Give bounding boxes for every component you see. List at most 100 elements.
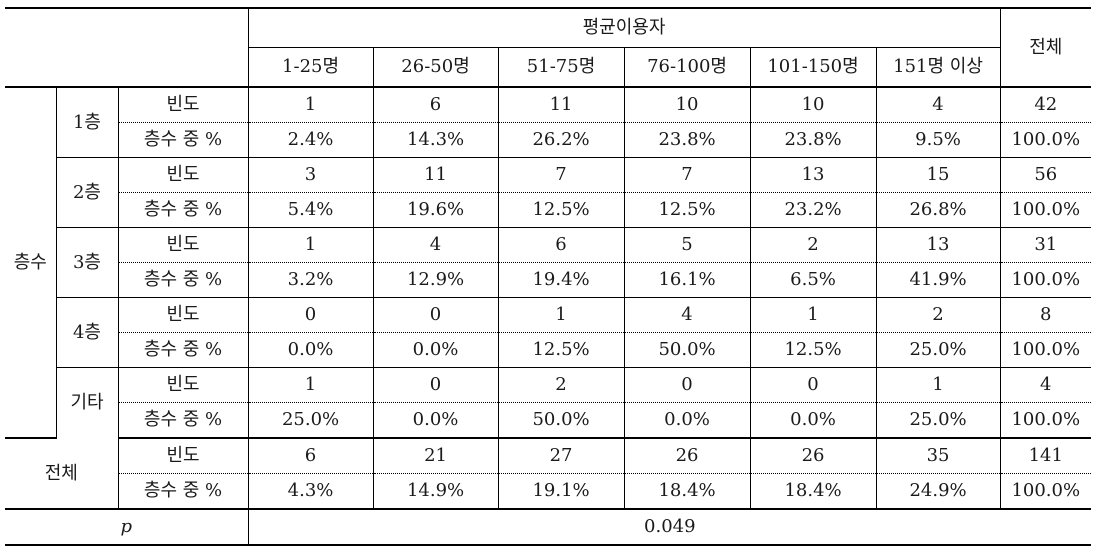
freq-cell: 1	[247, 227, 374, 263]
freq-row: 기타 빈도 1 0 2 0 0 1 4	[5, 367, 1092, 438]
pct-cell: 24.9%	[875, 473, 1001, 510]
freq-cell: 0	[247, 297, 374, 333]
freq-cell: 4	[875, 87, 1001, 123]
pct-cell: 12.5%	[749, 332, 877, 368]
pct-cell: 19.4%	[497, 262, 625, 298]
pct-cell: 100.0%	[999, 332, 1092, 368]
freq-cell: 7	[623, 157, 751, 193]
freq-cell: 2	[875, 297, 1001, 333]
pct-cell: 100.0%	[999, 262, 1092, 298]
pct-row: 층수 중 % 0.0% 0.0% 12.5% 50.0% 12.5% 25.0% 100.0%	[5, 332, 1092, 368]
pct-row: 층수 중 % 5.4% 19.6% 12.5% 12.5% 23.2% 26.8% 100.0…	[5, 192, 1092, 228]
pct-cell: 50.0%	[623, 332, 751, 368]
freq-cell: 56	[999, 157, 1092, 193]
pct-cell: 12.9%	[372, 262, 499, 298]
floor-label: 기타	[55, 367, 118, 438]
pct-cell: 12.5%	[497, 192, 625, 228]
freq-cell: 11	[372, 157, 499, 193]
header-col: 51-75명	[497, 47, 625, 88]
freq-cell: 1	[875, 367, 1001, 403]
pct-row: 층수 중 % 3.2% 12.9% 19.4% 16.1% 6.5% 41.9% 100.0%	[5, 262, 1092, 298]
freq-cell: 13	[749, 157, 877, 193]
metric-label: 층수 중 %	[117, 122, 249, 158]
freq-cell: 0	[749, 367, 877, 403]
pct-cell: 100.0%	[999, 192, 1092, 228]
crosstab-table: 평균이용자 전체 1-25명 26-50명 51-75명 76-100명 101…	[5, 7, 1092, 546]
freq-cell: 27	[497, 438, 625, 474]
header-total-label: 전체	[999, 7, 1092, 88]
floor-label: 4층	[55, 297, 118, 368]
freq-row: 3층 빈도 1 4 6 5 2 13 31	[5, 227, 1092, 298]
pct-cell: 23.8%	[623, 122, 751, 158]
floor-label: 3층	[55, 227, 118, 298]
freq-cell: 2	[749, 227, 877, 263]
pct-cell: 23.2%	[749, 192, 877, 228]
header-col: 151명 이상	[875, 47, 1001, 88]
freq-cell: 141	[999, 438, 1092, 474]
freq-cell: 1	[749, 297, 877, 333]
freq-cell: 7	[497, 157, 625, 193]
pct-row: 층수 중 % 2.4% 14.3% 26.2% 23.8% 23.8% 9.5% 100.0%	[5, 122, 1092, 158]
freq-row: 2층 빈도 3 11 7 7 13 15 56	[5, 157, 1092, 228]
freq-row: 4층 빈도 0 0 1 4 1 2 8	[5, 297, 1092, 368]
pct-cell: 50.0%	[497, 402, 625, 439]
pct-cell: 100.0%	[999, 402, 1092, 439]
freq-cell: 26	[623, 438, 751, 474]
pct-cell: 16.1%	[623, 262, 751, 298]
freq-cell: 1	[247, 367, 374, 403]
pct-cell: 25.0%	[247, 402, 374, 439]
pct-row: 층수 중 % 25.0% 0.0% 50.0% 0.0% 0.0% 25.0% 100.0%	[5, 402, 1092, 439]
pct-cell: 4.3%	[247, 473, 374, 510]
metric-label: 빈도	[117, 157, 249, 193]
pct-cell: 19.6%	[372, 192, 499, 228]
pct-cell: 14.3%	[372, 122, 499, 158]
pct-cell: 12.5%	[497, 332, 625, 368]
freq-cell: 8	[999, 297, 1092, 333]
pct-cell: 0.0%	[372, 402, 499, 439]
pct-cell: 14.9%	[372, 473, 499, 510]
pct-cell: 18.4%	[623, 473, 751, 510]
pct-cell: 12.5%	[623, 192, 751, 228]
freq-cell: 0	[623, 367, 751, 403]
pct-cell: 0.0%	[372, 332, 499, 368]
pct-cell: 9.5%	[875, 122, 1001, 158]
floor-label: 2층	[55, 157, 118, 228]
header-corner	[5, 7, 249, 88]
header-col: 26-50명	[372, 47, 499, 88]
pct-cell: 0.0%	[623, 402, 751, 439]
freq-cell: 42	[999, 87, 1092, 123]
metric-label: 빈도	[117, 297, 249, 333]
freq-cell: 6	[372, 87, 499, 123]
row-group-label: 층수	[5, 87, 56, 439]
pct-cell: 26.2%	[497, 122, 625, 158]
pct-cell: 2.4%	[247, 122, 374, 158]
total-label: 전체	[5, 438, 118, 510]
freq-cell: 2	[497, 367, 625, 403]
freq-cell: 4	[372, 227, 499, 263]
freq-cell: 10	[749, 87, 877, 123]
freq-cell: 0	[372, 367, 499, 403]
freq-cell: 4	[999, 367, 1092, 403]
freq-cell: 26	[749, 438, 877, 474]
pct-cell: 100.0%	[999, 473, 1092, 510]
metric-label: 층수 중 %	[117, 473, 249, 510]
floor-label: 1층	[55, 87, 118, 158]
p-label: p	[5, 509, 249, 546]
total-pct-row: 층수 중 % 4.3% 14.9% 19.1% 18.4% 18.4% 24.9% 100.0…	[5, 473, 1092, 510]
p-value-row: p 0.049	[5, 509, 1092, 546]
pct-cell: 26.8%	[875, 192, 1001, 228]
freq-cell: 6	[247, 438, 374, 474]
metric-label: 빈도	[117, 438, 249, 474]
pct-cell: 5.4%	[247, 192, 374, 228]
metric-label: 층수 중 %	[117, 332, 249, 368]
freq-cell: 1	[497, 297, 625, 333]
metric-label: 층수 중 %	[117, 262, 249, 298]
pct-cell: 18.4%	[749, 473, 877, 510]
total-freq-row: 전체 빈도 6 21 27 26 26 35 141	[5, 438, 1092, 510]
metric-label: 층수 중 %	[117, 192, 249, 228]
freq-cell: 13	[875, 227, 1001, 263]
freq-cell: 6	[497, 227, 625, 263]
freq-cell: 10	[623, 87, 751, 123]
header-col: 76-100명	[623, 47, 751, 88]
pct-cell: 6.5%	[749, 262, 877, 298]
